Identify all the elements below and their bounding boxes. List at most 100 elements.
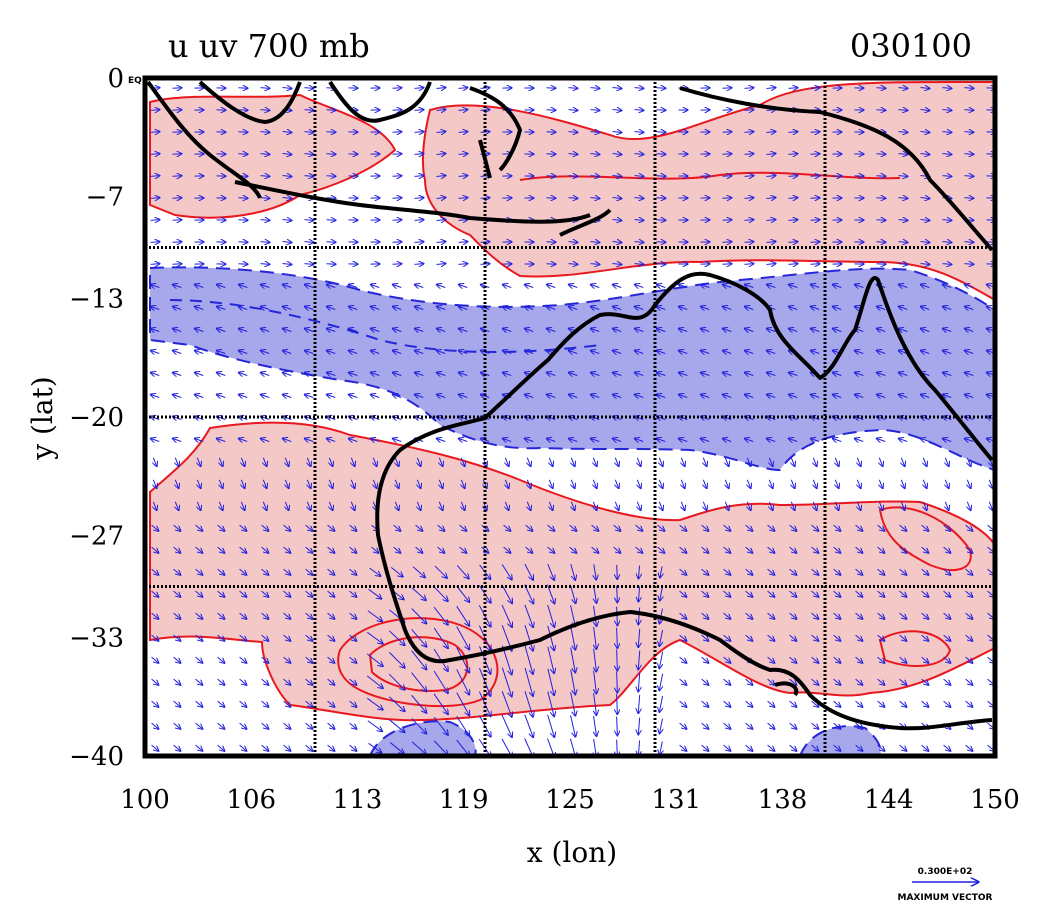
wind-vector [547, 714, 555, 737]
wind-vector [415, 285, 424, 288]
borneo-coast [328, 80, 432, 123]
wind-vector [437, 395, 446, 398]
y-axis-label: y (lat) [26, 376, 59, 460]
wind-vector [326, 264, 336, 265]
wind-vector [173, 395, 182, 398]
wind-vector [283, 307, 292, 310]
wind-vector [613, 307, 622, 310]
wind-vector [456, 626, 470, 650]
wind-vector [723, 417, 732, 420]
wind-vector [942, 220, 952, 221]
wind-vector [326, 154, 336, 155]
wind-vector [524, 645, 533, 674]
x-tick-label: 125 [545, 785, 595, 815]
wind-vector [855, 590, 863, 597]
wind-vector [898, 242, 908, 243]
x-tick-label: 119 [439, 785, 489, 815]
wind-vector [634, 132, 644, 133]
wind-vector [921, 395, 930, 398]
wind-vector [701, 700, 709, 707]
wind-vector [261, 395, 270, 398]
wind-vector [791, 457, 794, 466]
wind-vector [503, 329, 512, 332]
wind-vector [613, 524, 621, 531]
wind-vector [238, 198, 248, 199]
wind-vector [811, 524, 819, 531]
wind-vector [175, 479, 178, 488]
wind-vector [942, 88, 952, 89]
wind-vector [411, 650, 427, 670]
wind-vector [260, 88, 270, 89]
wind-vector [459, 285, 468, 288]
wind-vector [411, 694, 427, 712]
wind-vector [945, 479, 948, 488]
wind-vector [964, 264, 974, 265]
wind-vector [525, 329, 534, 332]
wind-vector [217, 307, 226, 310]
wind-vector [855, 722, 863, 729]
wind-vector [964, 88, 974, 89]
wind-vector [263, 479, 266, 488]
wind-vector [617, 585, 618, 603]
wind-vector [679, 634, 687, 641]
wind-vector [613, 439, 622, 442]
wind-vector [371, 439, 380, 442]
wind-vector [415, 417, 424, 420]
wind-vector [501, 667, 511, 697]
wind-vector [877, 524, 885, 531]
wind-vector [767, 351, 776, 354]
wind-vector [304, 88, 314, 89]
wind-vector [594, 692, 597, 715]
wind-vector [547, 524, 555, 531]
wind-vector [722, 264, 732, 265]
wind-vector [659, 479, 662, 488]
wind-vector [811, 700, 819, 707]
wind-vector [637, 457, 640, 466]
wind-vector [393, 546, 401, 553]
wind-vector [613, 546, 621, 553]
wind-vector [679, 546, 687, 553]
wind-vector [833, 568, 841, 575]
wind-vector [901, 501, 904, 510]
wind-vector [612, 198, 622, 199]
wind-vector [238, 242, 248, 243]
wind-vector [855, 524, 863, 531]
wind-vector [703, 479, 706, 488]
wind-vector [439, 501, 442, 510]
wind-vector [789, 634, 797, 641]
wind-vector [285, 479, 288, 488]
wind-vector [943, 546, 951, 553]
wind-vector [195, 744, 203, 751]
wind-vector [458, 198, 468, 199]
wind-vector [458, 132, 468, 133]
wind-vector [349, 700, 357, 707]
wind-vector [659, 501, 662, 510]
wind-vector [833, 395, 842, 398]
wind-vector [634, 88, 644, 89]
wind-vector [923, 479, 926, 488]
wind-vector [239, 524, 247, 531]
wind-vector [261, 700, 269, 707]
wind-vector [239, 678, 247, 685]
wind-vector [965, 590, 973, 597]
wind-vector [151, 744, 159, 751]
wind-vector [568, 132, 578, 133]
wind-vector [570, 626, 576, 649]
wind-vector [833, 307, 842, 310]
wind-vector [722, 198, 732, 199]
wind-vector [503, 307, 512, 310]
wind-vector [899, 744, 907, 751]
wind-vector [898, 88, 908, 89]
wind-vector [747, 479, 750, 488]
wind-vector [307, 457, 310, 466]
wind-vector [549, 501, 552, 510]
wind-vector [151, 524, 159, 531]
wind-vector [304, 264, 314, 265]
wind-vector [876, 154, 886, 155]
wind-vector [282, 242, 292, 243]
wind-vector [283, 395, 292, 398]
wind-vector [458, 110, 468, 111]
wind-vector [745, 568, 753, 575]
wind-vector [151, 568, 159, 575]
wind-vector [701, 546, 709, 553]
